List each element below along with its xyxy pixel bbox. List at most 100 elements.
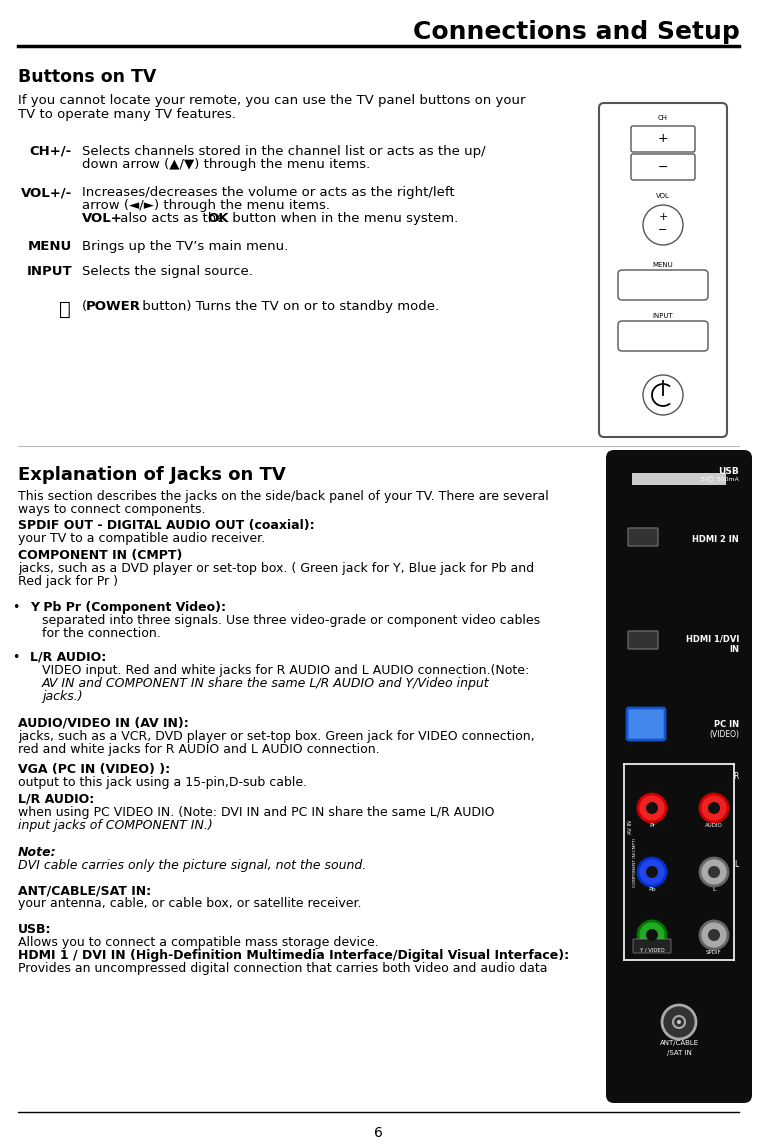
Circle shape: [673, 1016, 685, 1028]
Text: (VIDEO): (VIDEO): [709, 729, 739, 739]
Text: INPUT: INPUT: [653, 313, 674, 319]
Text: Note:: Note:: [18, 846, 57, 859]
Text: input jacks of COMPONENT IN.): input jacks of COMPONENT IN.): [18, 819, 213, 832]
Circle shape: [708, 929, 720, 941]
Text: Selects channels stored in the channel list or acts as the up/: Selects channels stored in the channel l…: [82, 145, 486, 158]
Text: VOL+/-: VOL+/-: [20, 186, 72, 198]
Text: Increases/decreases the volume or acts as the right/left: Increases/decreases the volume or acts a…: [82, 186, 455, 198]
Text: Provides an uncompressed digital connection that carries both video and audio da: Provides an uncompressed digital connect…: [18, 962, 547, 975]
Text: Selects the signal source.: Selects the signal source.: [82, 265, 253, 278]
Text: PC IN: PC IN: [714, 720, 739, 729]
Text: Allows you to connect a compatible mass storage device.: Allows you to connect a compatible mass …: [18, 936, 378, 949]
Text: If you cannot locate your remote, you can use the TV panel buttons on your: If you cannot locate your remote, you ca…: [18, 94, 525, 107]
Text: (: (: [82, 301, 87, 313]
Text: •: •: [12, 601, 20, 614]
Text: Y / VIDEO: Y / VIDEO: [640, 949, 665, 953]
Text: VOL+: VOL+: [82, 212, 123, 225]
Circle shape: [708, 802, 720, 814]
Circle shape: [638, 794, 666, 822]
Text: •: •: [12, 651, 20, 664]
FancyBboxPatch shape: [631, 126, 695, 153]
Circle shape: [708, 866, 720, 877]
Text: ANT/CABLE: ANT/CABLE: [659, 1040, 699, 1046]
Text: DVI cable carries only the picture signal, not the sound.: DVI cable carries only the picture signa…: [18, 859, 366, 872]
Text: +: +: [658, 133, 668, 146]
Text: −: −: [659, 225, 668, 235]
FancyBboxPatch shape: [633, 939, 671, 953]
Circle shape: [646, 929, 658, 941]
Text: AUDIO: AUDIO: [705, 824, 723, 828]
Text: arrow (◄/►) through the menu items.: arrow (◄/►) through the menu items.: [82, 198, 330, 212]
Text: INPUT: INPUT: [26, 265, 72, 278]
Circle shape: [646, 802, 658, 814]
Text: AV IN: AV IN: [628, 820, 633, 834]
Text: VGA (PC IN (VIDEO) ):: VGA (PC IN (VIDEO) ):: [18, 763, 170, 777]
Text: output to this jack using a 15-pin,D-sub cable.: output to this jack using a 15-pin,D-sub…: [18, 777, 307, 789]
Text: This section describes the jacks on the side/back panel of your TV. There are se: This section describes the jacks on the …: [18, 490, 549, 504]
Text: L: L: [712, 887, 716, 892]
Text: COMPONENT IN(CMPT): COMPONENT IN(CMPT): [633, 837, 637, 887]
Text: your TV to a compatible audio receiver.: your TV to a compatible audio receiver.: [18, 532, 265, 545]
Text: ⏻: ⏻: [59, 301, 71, 319]
Text: jacks, such as a DVD player or set-top box. ( Green jack for Y, Blue jack for Pb: jacks, such as a DVD player or set-top b…: [18, 562, 534, 575]
Text: USB: USB: [718, 467, 739, 476]
Text: down arrow (▲/▼) through the menu items.: down arrow (▲/▼) through the menu items.: [82, 158, 370, 171]
Text: Pb: Pb: [648, 887, 656, 892]
FancyBboxPatch shape: [627, 708, 665, 740]
Text: Red jack for Pr ): Red jack for Pr ): [18, 575, 118, 588]
Text: /SAT IN: /SAT IN: [667, 1050, 691, 1056]
Text: your antenna, cable, or cable box, or satellite receiver.: your antenna, cable, or cable box, or sa…: [18, 897, 362, 910]
Text: AV IN and COMPONENT IN share the same L/R AUDIO and Y/Video input: AV IN and COMPONENT IN share the same L/…: [42, 677, 490, 690]
Text: Explanation of Jacks on TV: Explanation of Jacks on TV: [18, 466, 285, 484]
FancyBboxPatch shape: [618, 270, 708, 301]
FancyBboxPatch shape: [606, 450, 752, 1103]
Text: L/R AUDIO:: L/R AUDIO:: [18, 793, 95, 806]
Text: HDMI 2 IN: HDMI 2 IN: [692, 535, 739, 544]
Text: Pr: Pr: [649, 824, 655, 828]
Text: Y Pb Pr (Component Video):: Y Pb Pr (Component Video):: [30, 601, 226, 614]
Text: VIDEO input. Red and white jacks for R AUDIO and L AUDIO connection.(Note:: VIDEO input. Red and white jacks for R A…: [42, 664, 529, 677]
Text: COMPONENT IN (CMPT): COMPONENT IN (CMPT): [18, 549, 182, 562]
Text: MENU: MENU: [28, 240, 72, 253]
Circle shape: [700, 794, 728, 822]
Text: AUDIO/VIDEO IN (AV IN):: AUDIO/VIDEO IN (AV IN):: [18, 717, 188, 729]
Text: ANT/CABLE/SAT IN:: ANT/CABLE/SAT IN:: [18, 884, 151, 897]
Circle shape: [700, 921, 728, 949]
Text: button when in the menu system.: button when in the menu system.: [228, 212, 458, 225]
Circle shape: [638, 921, 666, 949]
Circle shape: [646, 866, 658, 877]
FancyBboxPatch shape: [618, 321, 708, 351]
Text: SPDIF: SPDIF: [706, 950, 722, 955]
Text: Buttons on TV: Buttons on TV: [18, 68, 157, 86]
Circle shape: [643, 375, 683, 415]
Text: USB:: USB:: [18, 923, 51, 936]
Text: separated into three signals. Use three video-grade or component video cables: separated into three signals. Use three …: [42, 614, 540, 627]
Text: OK: OK: [207, 212, 229, 225]
Text: TV to operate many TV features.: TV to operate many TV features.: [18, 108, 236, 120]
Text: POWER: POWER: [86, 301, 141, 313]
Text: −: −: [658, 161, 668, 173]
Text: also acts as the: also acts as the: [116, 212, 229, 225]
Text: IN: IN: [729, 645, 739, 654]
Text: when using PC VIDEO IN. (Note: DVI IN and PC IN share the same L/R AUDIO: when using PC VIDEO IN. (Note: DVI IN an…: [18, 806, 494, 819]
FancyBboxPatch shape: [631, 154, 695, 180]
Circle shape: [638, 858, 666, 885]
Text: VOL: VOL: [656, 193, 670, 198]
Text: +: +: [659, 212, 668, 223]
Bar: [632, 473, 726, 485]
Text: ways to connect components.: ways to connect components.: [18, 504, 205, 516]
Text: R: R: [734, 772, 739, 781]
Text: CH+/-: CH+/-: [30, 145, 72, 158]
Text: HDMI 1 / DVI IN (High-Definition Multimedia Interface/Digital Visual Interface):: HDMI 1 / DVI IN (High-Definition Multime…: [18, 949, 569, 962]
Text: CH: CH: [658, 115, 668, 120]
Circle shape: [677, 1020, 681, 1024]
Circle shape: [643, 205, 683, 245]
Text: HDMI 1/DVI: HDMI 1/DVI: [686, 635, 739, 643]
Text: 5V⏜  500mA: 5V⏜ 500mA: [701, 476, 739, 482]
Text: jacks.): jacks.): [42, 690, 83, 703]
FancyBboxPatch shape: [628, 631, 658, 649]
Text: L/R AUDIO:: L/R AUDIO:: [30, 651, 106, 664]
Circle shape: [700, 858, 728, 885]
Text: jacks, such as a VCR, DVD player or set-top box. Green jack for VIDEO connection: jacks, such as a VCR, DVD player or set-…: [18, 729, 534, 743]
Text: MENU: MENU: [653, 262, 674, 268]
